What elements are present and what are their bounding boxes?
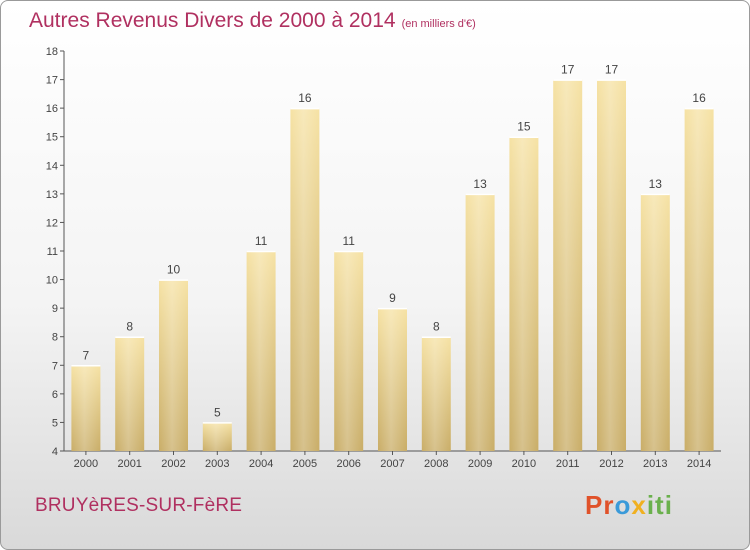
bar-shine-2014: [684, 108, 714, 452]
x-tick-label-2001: 2001: [117, 458, 141, 470]
x-tick-label-2004: 2004: [249, 458, 273, 470]
y-tick-label: 17: [46, 75, 58, 87]
logo-part-2: o: [614, 490, 632, 520]
bar-shine-2013: [640, 193, 670, 451]
bar-shine-2000: [71, 365, 101, 451]
value-label-2014: 16: [692, 91, 706, 105]
bar-shine-2004: [246, 251, 276, 451]
commune-name: BRUYèRES-SUR-FèRE: [35, 495, 243, 516]
y-tick-label: 11: [47, 246, 58, 258]
y-tick-label: 7: [52, 360, 58, 372]
bar-shine-2009: [465, 193, 495, 451]
value-label-2005: 16: [298, 91, 312, 105]
logo-part-1: Pr: [585, 490, 615, 520]
x-tick-label-2005: 2005: [293, 458, 317, 470]
bar-shine-2012: [597, 79, 626, 452]
value-label-2003: 5: [214, 405, 221, 419]
x-tick-label-2007: 2007: [380, 458, 404, 470]
value-label-2009: 13: [473, 177, 487, 191]
bar-shine-2005: [290, 108, 320, 452]
value-label-2004: 11: [255, 234, 268, 248]
y-tick-label: 15: [46, 132, 58, 144]
y-tick-label: 8: [52, 332, 58, 344]
y-tick-label: 14: [46, 160, 58, 172]
y-tick-label: 18: [46, 46, 58, 58]
value-label-2013: 13: [649, 177, 663, 191]
x-tick-label-2014: 2014: [687, 458, 711, 470]
data-labels-group: 7 8 10 5 11 16 11 9 8 13 15 17 17 13 16: [83, 63, 707, 420]
y-tick-label: 10: [46, 275, 58, 287]
bars-group: [71, 79, 714, 452]
x-tick-label-2006: 2006: [336, 458, 360, 470]
x-tick-label-2013: 2013: [643, 458, 667, 470]
y-tick-label: 5: [52, 417, 58, 429]
y-tick-label: 13: [46, 189, 58, 201]
x-tick-label-2009: 2009: [468, 458, 492, 470]
x-tick-label-2002: 2002: [161, 458, 185, 470]
bar-shine-2008: [421, 336, 451, 451]
bar-shine-2010: [509, 136, 539, 451]
value-label-2006: 11: [342, 234, 355, 248]
proxiti-logo[interactable]: Proxiti: [585, 490, 673, 521]
title-unit: (en milliers d'€): [401, 18, 476, 30]
value-label-2011: 17: [561, 63, 575, 77]
x-tick-label-2010: 2010: [512, 458, 536, 470]
bar-shine-2002: [159, 279, 188, 451]
value-label-2012: 17: [605, 63, 619, 77]
value-label-2007: 9: [389, 291, 396, 305]
value-label-2000: 7: [83, 348, 90, 362]
x-tick-label-2003: 2003: [205, 458, 229, 470]
value-label-2008: 8: [433, 320, 440, 334]
value-label-2001: 8: [126, 320, 133, 334]
y-tick-label: 4: [52, 446, 58, 458]
y-tick-label: 9: [52, 303, 58, 315]
bar-shine-2003: [202, 422, 232, 451]
x-tick-label-2011: 2011: [556, 458, 580, 470]
bar-shine-2001: [115, 336, 145, 451]
y-tick-label: 16: [46, 103, 58, 115]
logo-part-3: x: [631, 490, 647, 520]
y-tick-label: 6: [52, 389, 58, 401]
bar-shine-2007: [378, 308, 407, 451]
x-tick-label-2012: 2012: [599, 458, 623, 470]
y-tick-label: 12: [46, 217, 58, 229]
value-label-2002: 10: [167, 263, 181, 277]
x-tick-label-2000: 2000: [74, 458, 98, 470]
bar-shine-2011: [553, 79, 583, 452]
chart-title: Autres Revenus Divers de 2000 à 2014 (en …: [29, 9, 476, 33]
x-tick-label-2008: 2008: [424, 458, 448, 470]
logo-part-4: iti: [646, 490, 673, 520]
bar-shine-2006: [334, 251, 364, 451]
title-main: Autres Revenus Divers de 2000 à 2014: [29, 9, 396, 32]
value-label-2010: 15: [517, 120, 531, 134]
